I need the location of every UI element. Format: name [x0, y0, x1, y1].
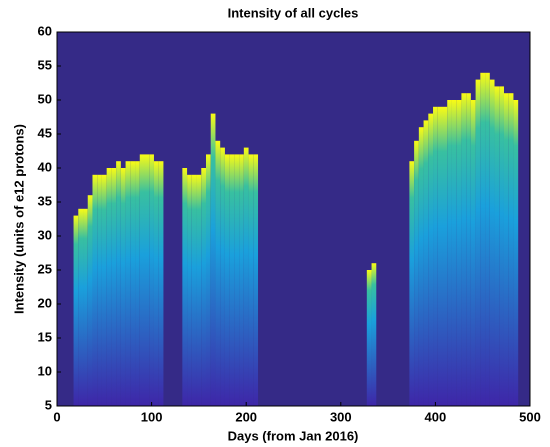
x-tick-label: 200 — [235, 409, 257, 424]
y-tick-label: 35 — [38, 193, 52, 208]
intensity-column — [116, 161, 121, 406]
intensity-column — [73, 215, 79, 406]
x-tick-label: 100 — [141, 409, 163, 424]
intensity-column — [215, 140, 221, 407]
y-axis-label: Intensity (units of e12 protons) — [11, 124, 26, 314]
intensity-column — [187, 174, 192, 406]
intensity-column — [92, 174, 98, 406]
intensity-column — [201, 168, 206, 406]
intensity-column — [508, 93, 514, 406]
intensity-column — [111, 168, 117, 406]
intensity-column — [205, 154, 211, 406]
plot-frame — [56, 31, 531, 407]
intensity-column — [182, 168, 188, 406]
intensity-column — [191, 174, 197, 406]
intensity-column — [106, 168, 112, 406]
y-tick-label: 50 — [38, 91, 52, 106]
intensity-column — [239, 154, 244, 406]
intensity-column — [513, 100, 519, 406]
intensity-column — [87, 195, 93, 406]
intensity-column — [234, 154, 240, 406]
intensity-column — [447, 100, 452, 406]
y-tick-label: 20 — [38, 295, 52, 310]
intensity-column — [442, 106, 448, 407]
intensity-column — [158, 161, 164, 406]
y-tick-label: 5 — [45, 397, 52, 412]
intensity-column — [224, 154, 230, 406]
intensity-column — [466, 93, 471, 406]
x-tick-label: 400 — [425, 409, 447, 424]
intensity-column — [423, 120, 429, 407]
y-tick-label: 55 — [38, 57, 52, 72]
intensity-column — [451, 100, 457, 406]
intensity-column — [485, 72, 490, 407]
intensity-column — [433, 106, 438, 407]
intensity-column — [371, 263, 377, 406]
intensity-column — [144, 154, 150, 406]
intensity-column — [428, 113, 434, 406]
intensity-column — [470, 100, 476, 406]
intensity-column — [253, 154, 259, 406]
y-tick-label: 10 — [38, 363, 52, 378]
x-axis-label: Days (from Jan 2016) — [228, 428, 359, 443]
intensity-column — [153, 161, 159, 406]
intensity-column — [130, 161, 136, 406]
y-tick-label: 45 — [38, 125, 52, 140]
intensity-column — [437, 106, 443, 407]
y-tick-label: 15 — [38, 329, 52, 344]
intensity-column — [489, 79, 495, 406]
y-tick-label: 40 — [38, 159, 52, 174]
intensity-column — [248, 154, 254, 406]
x-tick-label: 0 — [53, 409, 60, 424]
intensity-column — [475, 79, 481, 406]
intensity-column — [499, 86, 504, 407]
intensity-column — [456, 100, 462, 406]
intensity-column — [229, 154, 235, 406]
intensity-column — [461, 93, 467, 406]
intensity-column — [135, 161, 140, 406]
intensity-column — [139, 154, 145, 406]
intensity-column — [243, 147, 249, 406]
intensity-column — [101, 174, 107, 406]
chart-title: Intensity of all cycles — [228, 5, 359, 20]
y-tick-label: 60 — [38, 23, 52, 38]
x-tick-label: 300 — [330, 409, 352, 424]
intensity-column — [503, 93, 509, 406]
intensity-column — [418, 127, 424, 406]
intensity-column — [83, 208, 88, 406]
intensity-column — [210, 113, 216, 406]
intensity-column — [97, 174, 102, 406]
intensity-column — [196, 174, 202, 406]
intensity-column — [78, 208, 84, 406]
intensity-column — [366, 270, 372, 406]
intensity-column — [149, 154, 154, 406]
y-tick-label: 30 — [38, 227, 52, 242]
intensity-column — [120, 168, 126, 406]
intensity-column — [125, 161, 131, 406]
intensity-column — [414, 140, 419, 407]
intensity-column — [494, 86, 500, 407]
y-tick-label: 25 — [38, 261, 52, 276]
x-tick-label: 500 — [519, 409, 541, 424]
intensity-column — [480, 72, 486, 407]
intensity-column — [409, 161, 415, 406]
intensity-column — [220, 147, 225, 406]
